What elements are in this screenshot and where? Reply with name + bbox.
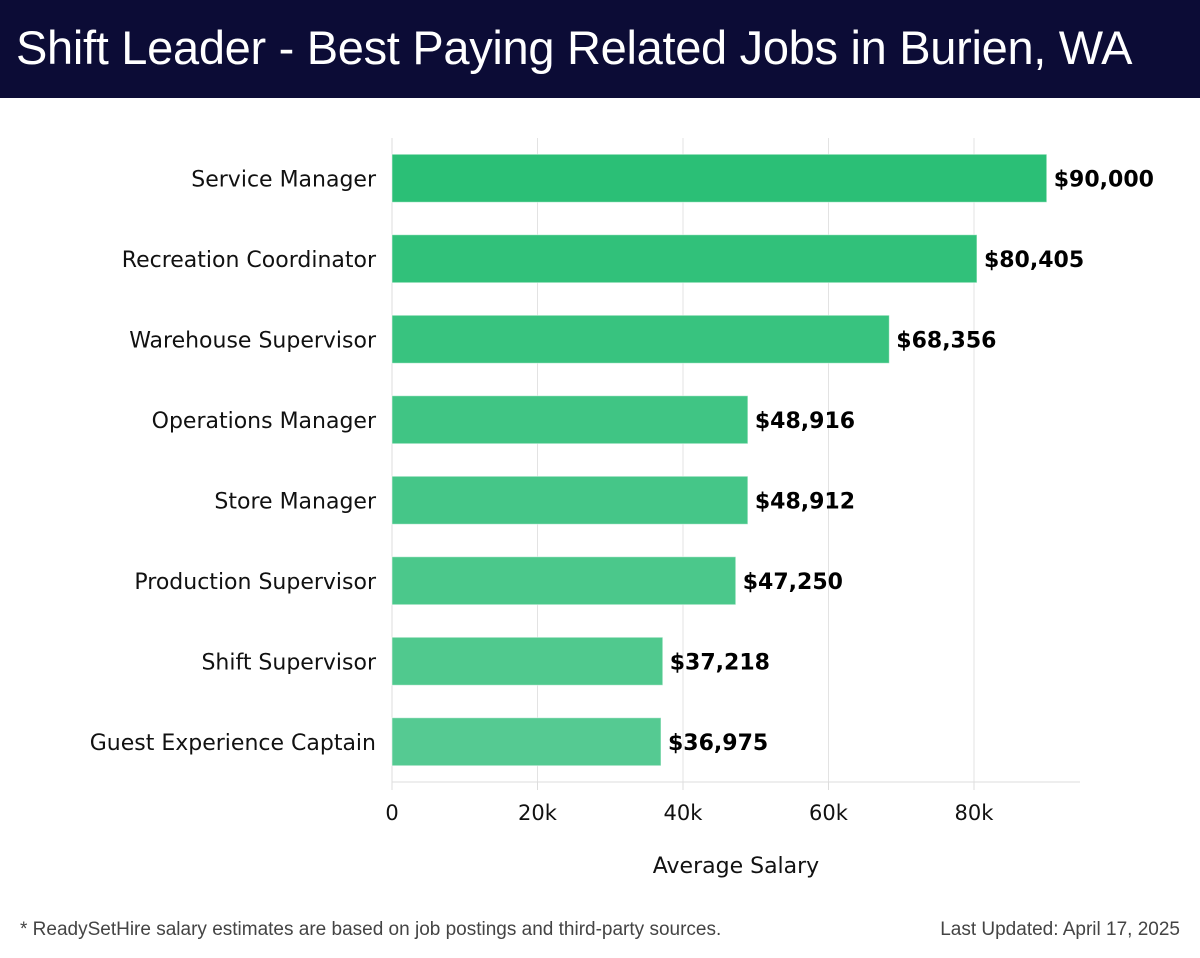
bar xyxy=(391,717,662,767)
x-tick-label: 80k xyxy=(955,801,995,825)
category-label: Shift Supervisor xyxy=(201,650,377,675)
value-label: $36,975 xyxy=(668,731,768,756)
value-label: $37,218 xyxy=(670,650,770,675)
value-label: $68,356 xyxy=(896,328,996,353)
last-updated: Last Updated: April 17, 2025 xyxy=(940,919,1180,940)
page-title: Shift Leader - Best Paying Related Jobs … xyxy=(16,21,1133,74)
category-label: Service Manager xyxy=(191,167,377,192)
footnote: * ReadySetHire salary estimates are base… xyxy=(20,919,722,940)
value-label: $48,916 xyxy=(755,409,855,434)
title-banner: Shift Leader - Best Paying Related Jobs … xyxy=(0,0,1200,98)
x-tick-label: 20k xyxy=(518,801,558,825)
category-label: Production Supervisor xyxy=(134,570,377,595)
bar xyxy=(391,475,749,525)
value-label: $47,250 xyxy=(743,570,843,595)
x-axis-title: Average Salary xyxy=(653,854,819,879)
x-tick-label: 60k xyxy=(809,801,849,825)
bar xyxy=(391,153,1048,203)
value-label: $90,000 xyxy=(1054,167,1154,192)
value-label: $80,405 xyxy=(984,248,1084,273)
category-label: Store Manager xyxy=(214,489,377,514)
bar xyxy=(391,314,890,364)
y-axis-labels: Service Manager Recreation Coordinator War… xyxy=(90,167,377,756)
bar xyxy=(391,636,664,686)
category-label: Operations Manager xyxy=(152,409,377,434)
bar xyxy=(391,556,737,606)
category-label: Guest Experience Captain xyxy=(90,731,376,756)
x-tick-label: 40k xyxy=(664,801,704,825)
bar xyxy=(391,395,749,445)
x-axis: 0 20k 40k 60k 80k xyxy=(385,781,1080,825)
data-labels: $90,000 $80,405 $68,356 $48,916 $48,912 $47,2… xyxy=(668,167,1154,756)
value-label: $48,912 xyxy=(755,489,855,514)
category-label: Warehouse Supervisor xyxy=(129,328,377,353)
x-tick-label: 0 xyxy=(385,801,398,825)
bar-chart: Service Manager Recreation Coordinator War… xyxy=(90,138,1154,879)
category-label: Recreation Coordinator xyxy=(122,248,377,273)
bars xyxy=(391,153,1048,767)
bar xyxy=(391,234,978,284)
